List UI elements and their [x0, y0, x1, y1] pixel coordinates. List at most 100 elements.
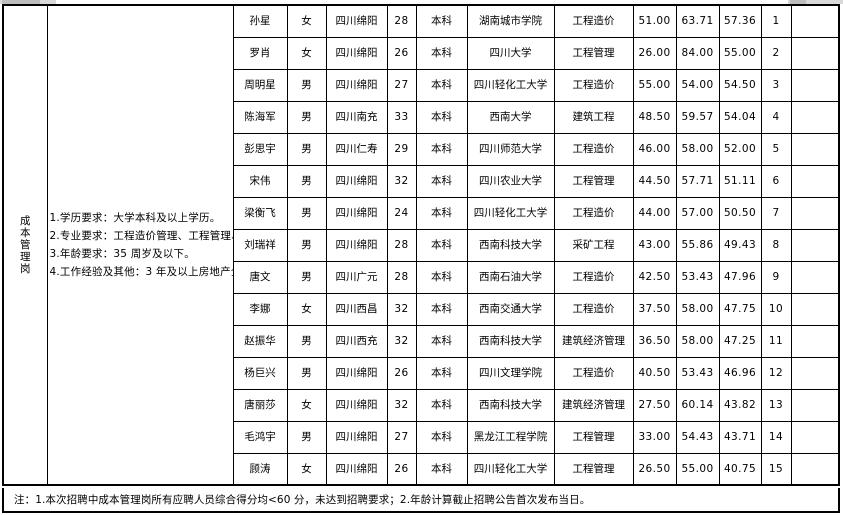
cell-name: 顾涛 — [232, 452, 288, 486]
cell-rank: 14 — [760, 420, 792, 454]
cell-origin: 四川绵阳 — [325, 36, 388, 70]
cell-rank: 6 — [760, 164, 792, 198]
cell-name: 彭思宇 — [232, 132, 288, 166]
cell-age: 32 — [386, 324, 417, 358]
cell-school: 四川轻化工大学 — [466, 196, 555, 230]
cell-school: 四川轻化工大学 — [466, 68, 555, 102]
cell-blank — [790, 68, 840, 102]
cell-edu: 本科 — [415, 68, 468, 102]
cell-blank — [790, 388, 840, 422]
cell-school: 四川文理学院 — [466, 356, 555, 390]
cell-rank: 2 — [760, 36, 792, 70]
cell-gender: 男 — [286, 324, 327, 358]
table-row: 宋伟男四川绵阳 32 本科 四川农业大学 工程管理 44.50 57.71 51.11 6 — [3, 164, 840, 198]
cell-major: 建筑经济管理 — [553, 324, 634, 358]
cell-rank: 7 — [760, 196, 792, 230]
cell-s1: 43.00 — [632, 228, 677, 262]
scrollbar-thumb-right[interactable] — [790, 0, 806, 4]
cell-s1: 51.00 — [632, 4, 677, 38]
cell-age: 24 — [386, 196, 417, 230]
cell-name: 罗肖 — [232, 36, 288, 70]
cell-rank: 12 — [760, 356, 792, 390]
cell-major: 工程造价 — [553, 132, 634, 166]
cell-origin: 四川绵阳 — [325, 452, 388, 486]
cell-blank — [790, 260, 840, 294]
cell-s1: 42.50 — [632, 260, 677, 294]
cell-age: 26 — [386, 356, 417, 390]
requirement-line: 4.工作经验及其他：3 年及以上房地产企业或房地产项目成本管理经验。熟练操作宏业… — [49, 266, 233, 279]
requirement-line: 1.学历要求：大学本科及以上学历。 — [49, 211, 221, 224]
cell-age: 29 — [386, 132, 417, 166]
cell-s3: 52.00 — [718, 132, 762, 166]
requirements-cell: 1.学历要求：大学本科及以上学历。 2.专业要求：工程造价管理、工程管理、工民建等… — [46, 4, 234, 486]
cell-rank: 13 — [760, 388, 792, 422]
cell-school: 西南科技大学 — [466, 388, 555, 422]
cell-s2: 84.00 — [675, 36, 720, 70]
cell-origin: 四川绵阳 — [325, 4, 388, 38]
cell-origin: 四川仁寿 — [325, 132, 388, 166]
cell-major: 采矿工程 — [553, 228, 634, 262]
cell-s3: 50.50 — [718, 196, 762, 230]
footnote-row: 注：1.本次招聘中成本管理岗所有应聘人员综合得分均<60 分，未达到招聘要求；2… — [2, 488, 840, 513]
cell-school: 西南大学 — [466, 100, 555, 134]
cell-blank — [790, 164, 840, 198]
cell-rank: 3 — [760, 68, 792, 102]
cell-gender: 女 — [286, 388, 327, 422]
cell-major: 工程管理 — [553, 452, 634, 486]
cell-edu: 本科 — [415, 356, 468, 390]
cell-origin: 四川绵阳 — [325, 164, 388, 198]
cell-school: 四川轻化工大学 — [466, 452, 555, 486]
candidate-table: 成本管理岗 1.学历要求：大学本科及以上学历。 2.专业要求：工程造价管理、工程管理… — [2, 4, 840, 486]
table-row: 刘瑞祥男四川绵阳 28 本科 西南科技大学 采矿工程 43.00 55.86 49.43 8 — [3, 228, 840, 262]
cell-gender: 男 — [286, 260, 327, 294]
cell-s2: 59.57 — [675, 100, 720, 134]
cell-origin: 四川广元 — [325, 260, 388, 294]
cell-gender: 女 — [286, 4, 327, 38]
cell-name: 刘瑞祥 — [232, 228, 288, 262]
table-row: 唐文男四川广元 28 本科 西南石油大学 工程造价 42.50 53.43 47.96 9 — [3, 260, 840, 294]
cell-s1: 26.00 — [632, 36, 677, 70]
cell-gender: 男 — [286, 356, 327, 390]
cell-s1: 37.50 — [632, 292, 677, 326]
cell-s1: 40.50 — [632, 356, 677, 390]
cell-s1: 36.50 — [632, 324, 677, 358]
cell-major: 工程管理 — [553, 36, 634, 70]
cell-name: 李娜 — [232, 292, 288, 326]
cell-s3: 54.04 — [718, 100, 762, 134]
cell-age: 28 — [386, 228, 417, 262]
cell-edu: 本科 — [415, 292, 468, 326]
post-name-label: 成本管理岗 — [20, 214, 31, 276]
cell-s2: 55.00 — [675, 452, 720, 486]
cell-school: 西南石油大学 — [466, 260, 555, 294]
cell-origin: 四川绵阳 — [325, 68, 388, 102]
cell-blank — [790, 292, 840, 326]
requirement-line: 3.年龄要求：35 周岁及以下。 — [49, 248, 195, 260]
cell-origin: 四川西昌 — [325, 292, 388, 326]
cell-blank — [790, 132, 840, 166]
cell-age: 32 — [386, 388, 417, 422]
table-row: 顾涛女四川绵阳 26 本科 四川轻化工大学 工程管理 26.50 55.00 40.75 15 — [3, 452, 840, 486]
cell-name: 赵振华 — [232, 324, 288, 358]
cell-edu: 本科 — [415, 196, 468, 230]
cell-age: 28 — [386, 260, 417, 294]
scrollbar-track-right[interactable] — [788, 0, 843, 4]
cell-s1: 26.50 — [632, 452, 677, 486]
table-row: 毛鸿宇男四川绵阳 27 本科 黑龙江工程学院 工程管理 33.00 54.43 43.71 14 — [3, 420, 840, 454]
cell-school: 西南交通大学 — [466, 292, 555, 326]
scrollbar-thumb-left[interactable] — [2, 0, 40, 4]
cell-origin: 四川绵阳 — [325, 356, 388, 390]
cell-gender: 男 — [286, 68, 327, 102]
cell-s3: 46.96 — [718, 356, 762, 390]
cell-s1: 55.00 — [632, 68, 677, 102]
cell-major: 工程造价 — [553, 196, 634, 230]
cell-s1: 44.00 — [632, 196, 677, 230]
cell-s3: 49.43 — [718, 228, 762, 262]
cell-school: 四川师范大学 — [466, 132, 555, 166]
cell-major: 建筑工程 — [553, 100, 634, 134]
cell-major: 工程造价 — [553, 4, 634, 38]
cell-age: 32 — [386, 292, 417, 326]
cell-major: 工程造价 — [553, 292, 634, 326]
cell-s2: 58.00 — [675, 132, 720, 166]
cell-s2: 58.00 — [675, 292, 720, 326]
cell-age: 28 — [386, 4, 417, 38]
